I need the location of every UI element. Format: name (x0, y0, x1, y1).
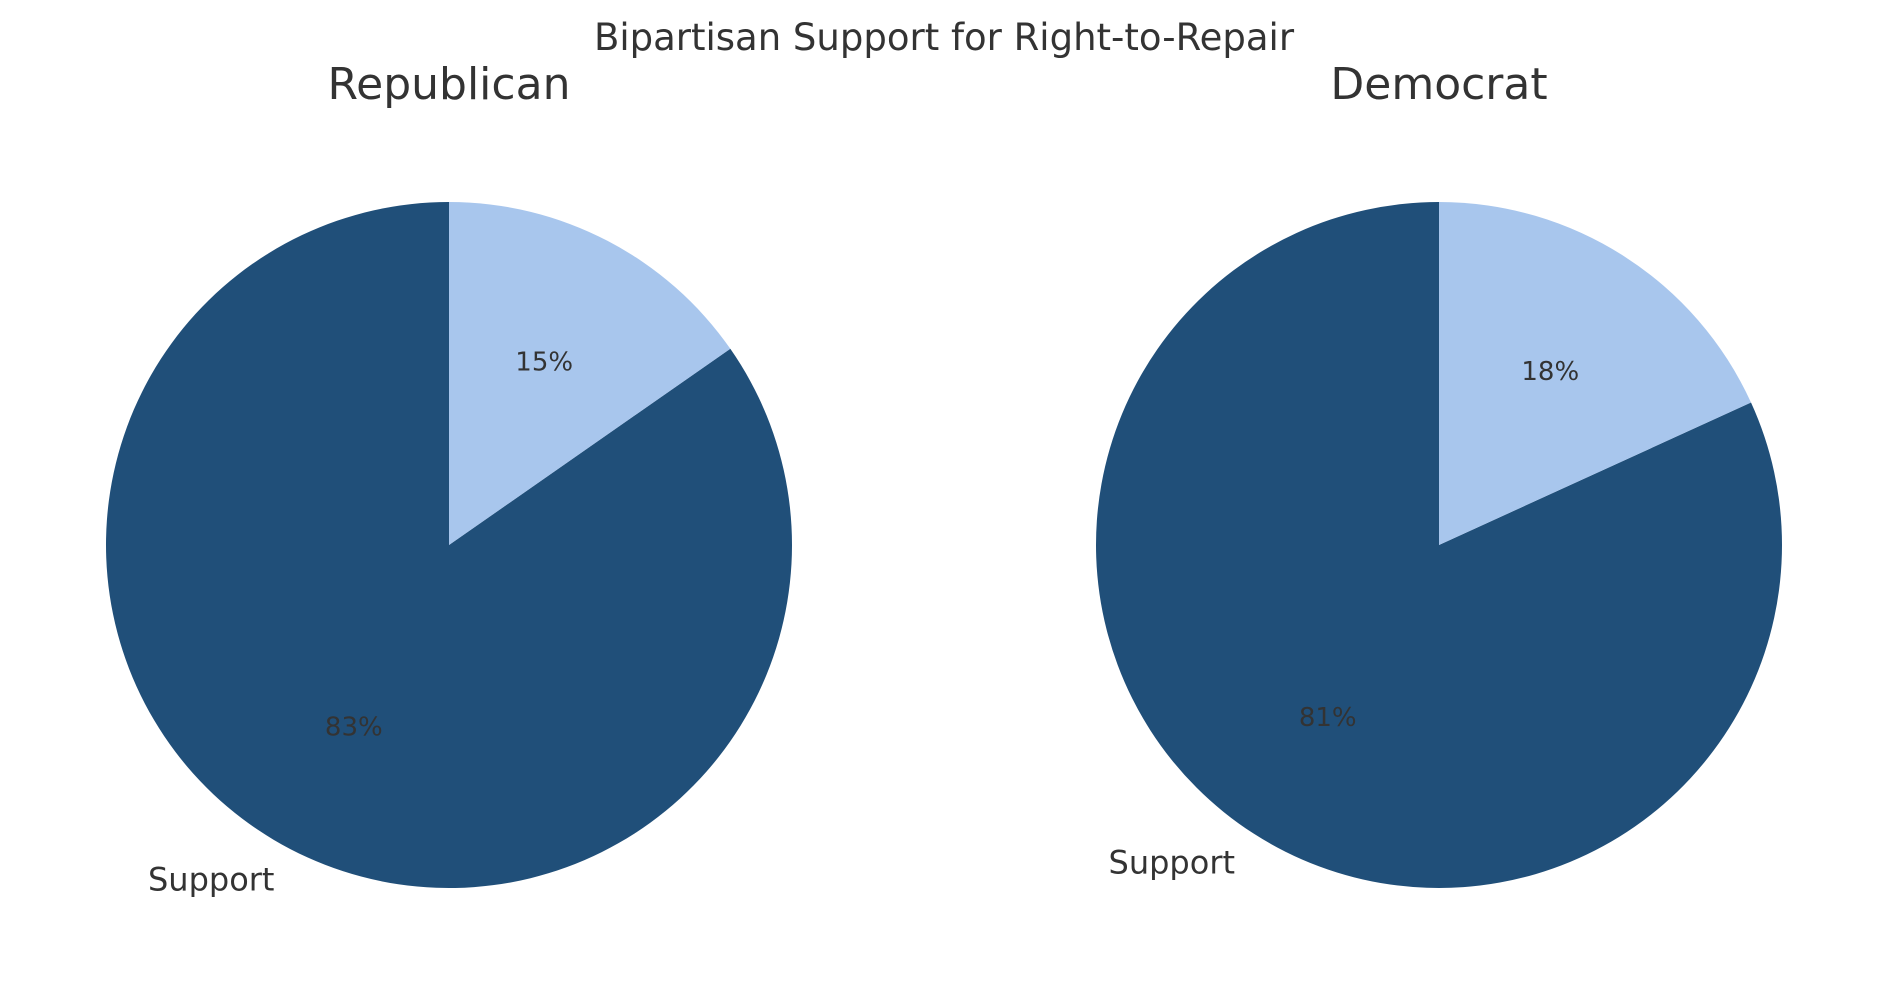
pie-slice-democrat-1 (1439, 202, 1752, 545)
figure-title: Bipartisan Support for Right-to-Repair (594, 16, 1295, 59)
labels-democrat: 81% Support 18% (1109, 357, 1580, 882)
chart-title-republican: Republican (328, 59, 571, 110)
slices-republican (106, 202, 793, 889)
labels-republican: 83% Support 15% (148, 348, 573, 899)
pct-label-republican-1: 15% (515, 348, 573, 378)
pct-label-republican-0: 83% (325, 712, 383, 742)
pie-slice-republican-1 (449, 202, 731, 545)
pct-label-democrat-1: 18% (1521, 357, 1579, 387)
pct-label-democrat-0: 81% (1299, 703, 1357, 733)
pie-chart-republican: Republican 83% Support 15% (106, 59, 793, 899)
pie-slice-republican-0 (106, 202, 793, 889)
pie-chart-democrat: Democrat 81% Support 18% (1096, 59, 1782, 889)
chart-title-democrat: Democrat (1330, 59, 1547, 110)
slice-label-democrat-0: Support (1109, 843, 1236, 881)
slices-democrat (1096, 202, 1782, 889)
slice-label-republican-0: Support (148, 861, 275, 899)
